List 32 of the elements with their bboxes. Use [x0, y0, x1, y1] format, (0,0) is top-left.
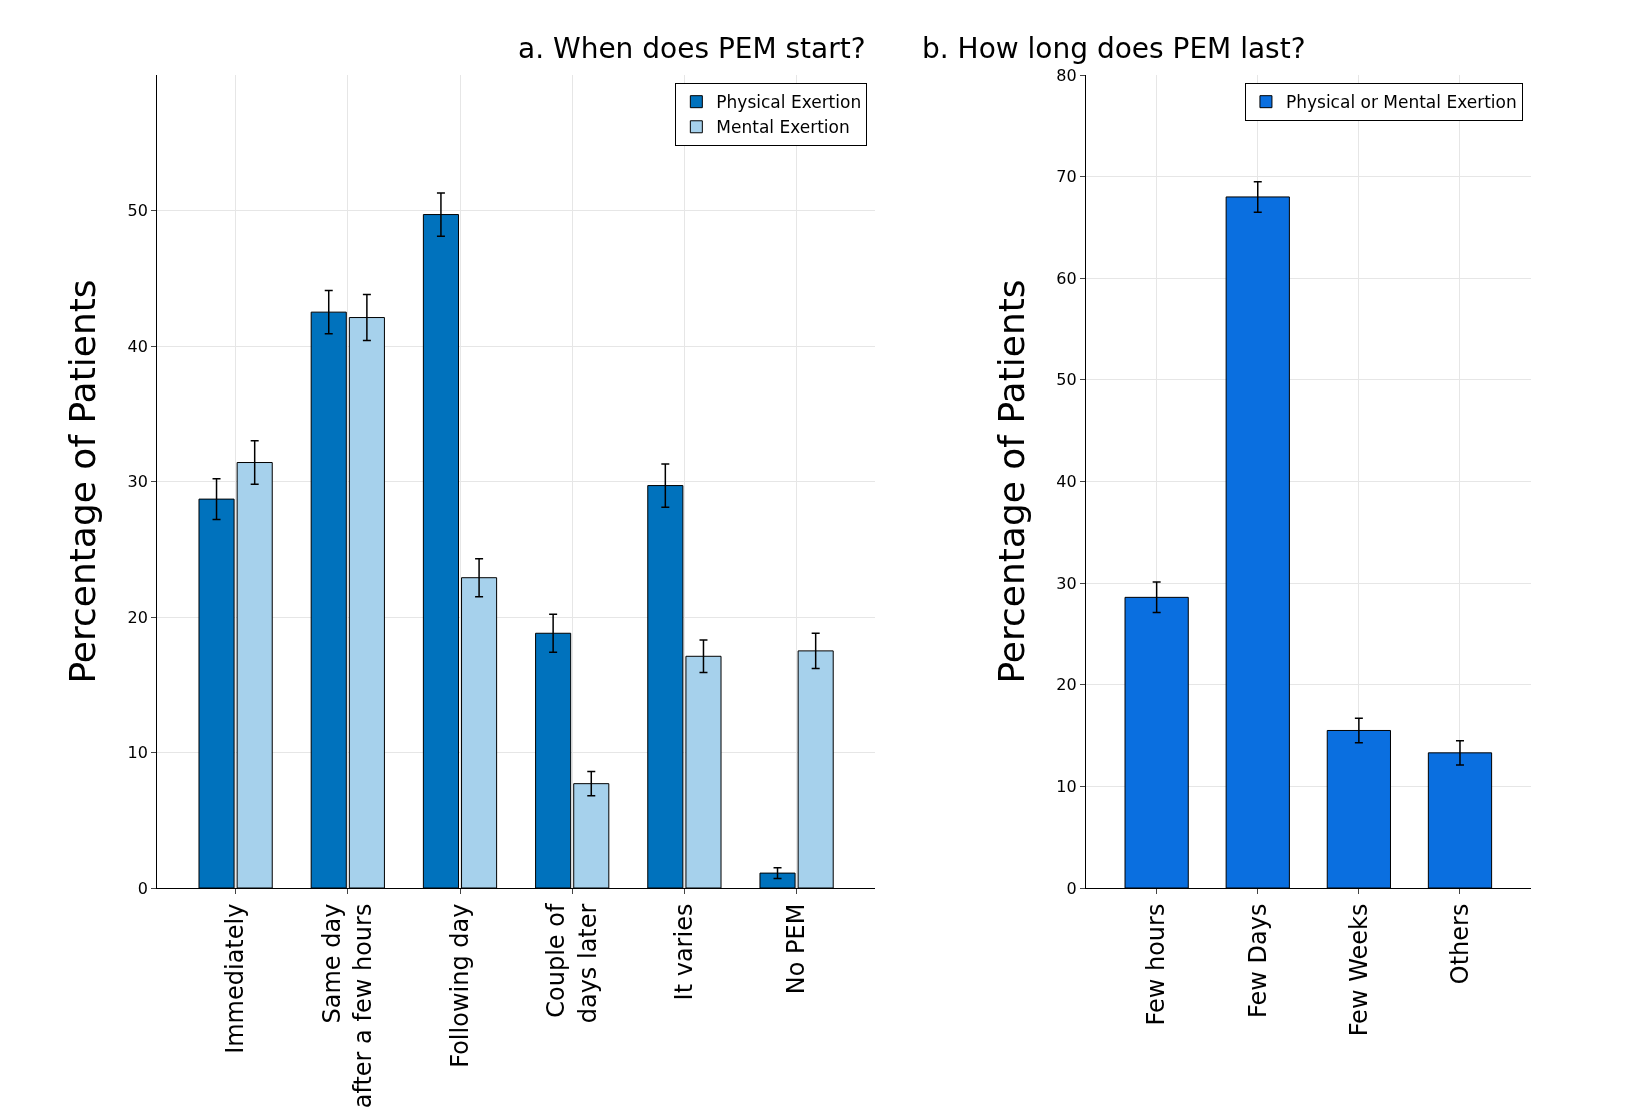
- x-tick-label: Few hours: [1142, 903, 1171, 1026]
- x-tick-label: Couple of days later: [542, 903, 602, 1024]
- y-tick-label: 70: [1056, 167, 1077, 187]
- x-tick-label: Following day: [445, 903, 474, 1068]
- x-tick-label: It varies: [670, 903, 699, 1001]
- chart-title: b. How long does PEM last?: [922, 32, 1306, 65]
- legend-label: Physical or Mental Exertion: [1285, 92, 1517, 113]
- x-tick-label: Same day after a few hours: [318, 903, 378, 1109]
- x-tick-label: Few Days: [1243, 903, 1272, 1019]
- y-tick-label: 0: [1066, 878, 1077, 898]
- y-axis-title: Percentage of Patients: [62, 279, 104, 684]
- x-tick-label: No PEM: [782, 903, 811, 995]
- chart-title: a. When does PEM start?: [518, 32, 866, 65]
- y-tick-label: 50: [1056, 370, 1077, 390]
- y-tick-label: 10: [1056, 776, 1077, 796]
- y-tick-label: 0: [137, 878, 148, 898]
- y-tick-label: 40: [1056, 472, 1077, 492]
- x-tick-label: Others: [1445, 903, 1474, 985]
- y-tick-label: 30: [127, 472, 148, 492]
- x-tick-label: Immediately: [221, 903, 250, 1054]
- y-tick-label: 60: [1056, 268, 1077, 288]
- y-tick-label: 20: [127, 607, 148, 627]
- y-tick-label: 30: [1056, 573, 1077, 593]
- y-axis-title: Percentage of Patients: [991, 279, 1033, 684]
- y-tick-label: 10: [127, 743, 148, 763]
- y-tick-label: 50: [127, 201, 148, 221]
- legend-label: Mental Exertion: [716, 117, 850, 138]
- legend-label: Physical Exertion: [716, 92, 862, 113]
- y-tick-label: 40: [127, 336, 148, 356]
- y-tick-label: 80: [1056, 65, 1077, 85]
- x-tick-label: Few Weeks: [1344, 903, 1373, 1037]
- y-tick-label: 20: [1056, 675, 1077, 695]
